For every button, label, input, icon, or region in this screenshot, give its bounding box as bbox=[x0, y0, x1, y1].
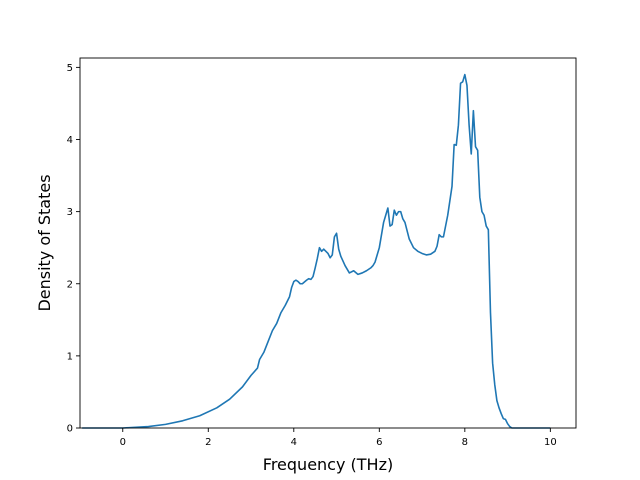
x-axis-label: Frequency (THz) bbox=[263, 455, 393, 474]
x-tick-label: 8 bbox=[462, 437, 468, 448]
y-tick-label: 4 bbox=[67, 135, 73, 146]
x-tick-label: 10 bbox=[544, 437, 557, 448]
x-tick-label: 6 bbox=[376, 437, 382, 448]
y-tick-label: 5 bbox=[67, 63, 73, 74]
x-tick-label: 4 bbox=[291, 437, 297, 448]
y-tick-label: 1 bbox=[67, 351, 73, 362]
y-tick-label: 0 bbox=[67, 424, 73, 435]
y-axis-label: Density of States bbox=[35, 174, 54, 311]
y-tick-label: 2 bbox=[67, 279, 73, 290]
axis-ticks: 0 2 4 6 8 10 0 1 2 3 4 5 bbox=[67, 63, 557, 448]
y-tick-label: 3 bbox=[67, 207, 73, 218]
x-tick-label: 2 bbox=[205, 437, 211, 448]
series-line-0 bbox=[82, 73, 551, 429]
plot-frame bbox=[79, 57, 577, 429]
x-tick-label: 0 bbox=[120, 437, 126, 448]
plot-area bbox=[82, 73, 551, 429]
